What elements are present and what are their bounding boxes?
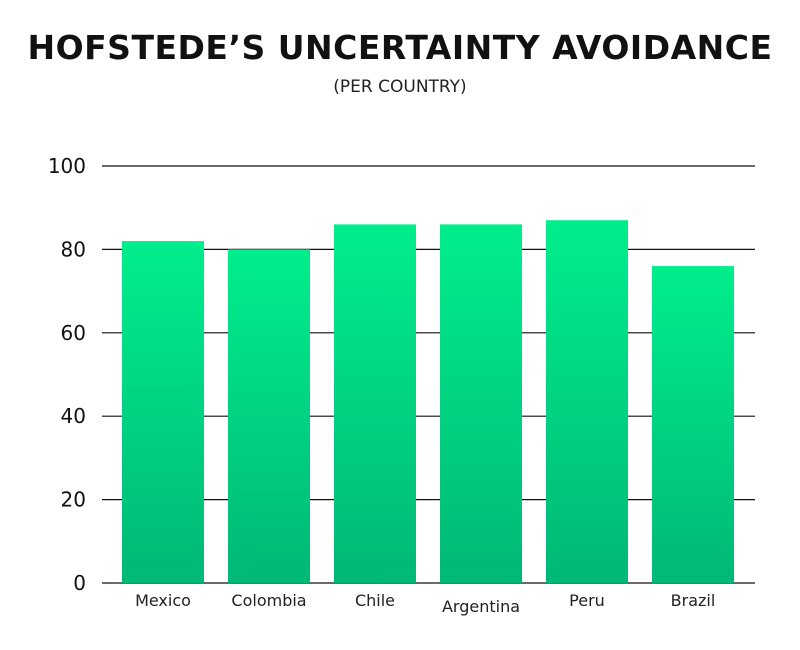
x-tick-label-chile: Chile (355, 591, 395, 610)
chart-subtitle: (PER COUNTRY) (333, 77, 467, 97)
x-tick-label-brazil: Brazil (671, 591, 716, 610)
bar-mexico (122, 241, 204, 583)
bar-colombia (228, 249, 310, 583)
chart-title: HOFSTEDE’S UNCERTAINTY AVOIDANCE (27, 28, 773, 67)
y-tick-label: 100 (48, 154, 86, 178)
bar-brazil (652, 266, 734, 583)
x-axis: Mexico Colombia Chile Argentina Peru Brazil (135, 591, 715, 616)
x-tick-label-argentina: Argentina (442, 597, 520, 616)
x-tick-label-mexico: Mexico (135, 591, 191, 610)
bar-chile (334, 224, 416, 583)
y-tick-label: 80 (61, 237, 86, 261)
y-axis: 0 20 40 60 80 100 (48, 154, 86, 595)
y-tick-label: 20 (61, 488, 86, 512)
bars (122, 220, 734, 583)
y-tick-label: 60 (61, 321, 86, 345)
bar-peru (546, 220, 628, 583)
y-tick-label: 0 (73, 571, 86, 595)
y-tick-label: 40 (61, 404, 86, 428)
bar-argentina (440, 224, 522, 583)
gridlines (102, 165, 755, 584)
x-tick-label-colombia: Colombia (231, 591, 306, 610)
x-tick-label-peru: Peru (569, 591, 605, 610)
